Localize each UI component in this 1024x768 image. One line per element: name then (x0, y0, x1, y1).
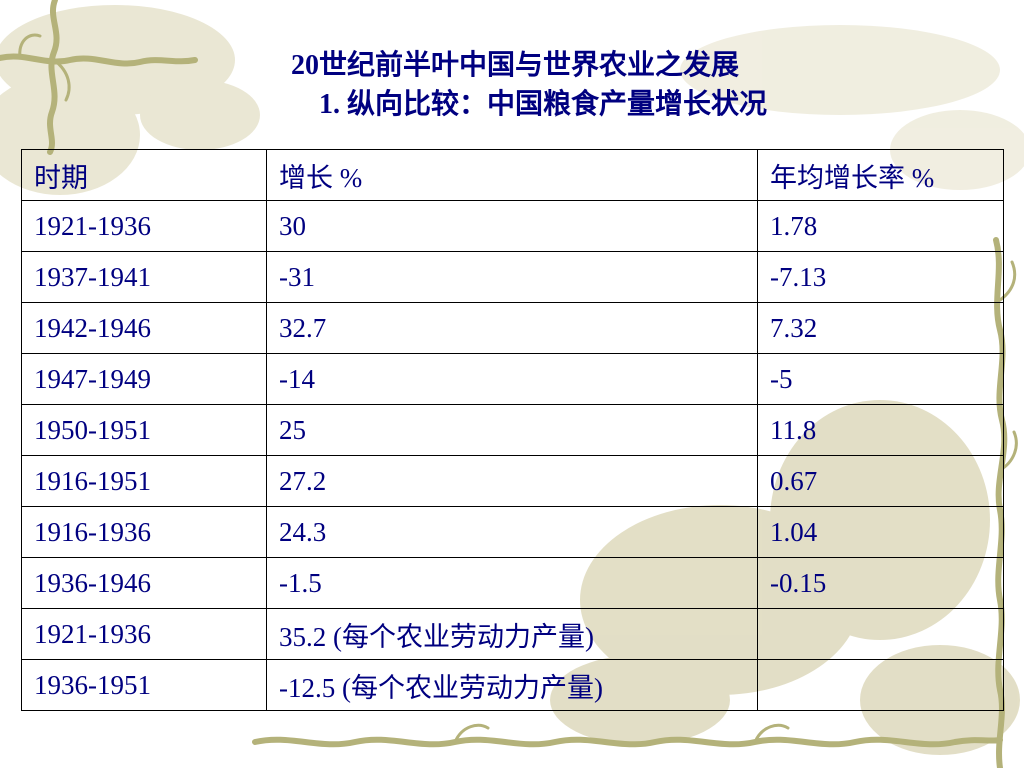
cell-period: 1937-1941 (21, 251, 267, 303)
table-row: 1921-1936 35.2 (每个农业劳动力产量) (21, 608, 1004, 660)
table-row: 1936-1946 -1.5 -0.15 (21, 557, 1004, 609)
cell-annual-rate: 1.78 (757, 200, 1004, 252)
table-row: 1921-1936 30 1.78 (21, 200, 1004, 252)
table-row: 1916-1936 24.3 1.04 (21, 506, 1004, 558)
cell-growth: 30 (266, 200, 758, 252)
cell-annual-rate: 11.8 (757, 404, 1004, 456)
cell-growth: 35.2 (每个农业劳动力产量) (266, 608, 758, 660)
slide-title: 20世纪前半叶中国与世界农业之发展 (290, 50, 739, 81)
cell-annual-rate: 7.32 (757, 302, 1004, 354)
slide-subtitle: 1. 纵向比较：中国粮食产量增长状况 (318, 89, 767, 120)
cell-annual-rate: 1.04 (757, 506, 1004, 558)
cell-growth: -12.5 (每个农业劳动力产量) (266, 659, 758, 711)
table-row: 1916-1951 27.2 0.67 (21, 455, 1004, 507)
cell-growth: -14 (266, 353, 758, 405)
vine-bottom (252, 723, 1003, 748)
cell-annual-rate (757, 608, 1004, 660)
cell-annual-rate: -7.13 (757, 251, 1004, 303)
cell-growth: 24.3 (266, 506, 758, 558)
cell-growth: 27.2 (266, 455, 758, 507)
cell-period: 1950-1951 (21, 404, 267, 456)
cell-period: 1921-1936 (21, 608, 267, 660)
cell-annual-rate (757, 659, 1004, 711)
table-row: 1942-1946 32.7 7.32 (21, 302, 1004, 354)
grain-output-table: 时期 增长 % 年均增长率 % 1921-1936 30 1.78 1937-1… (21, 149, 1004, 711)
header-annual-rate: 年均增长率 % (757, 149, 1004, 201)
header-growth: 增长 % (266, 149, 758, 201)
table-row: 1950-1951 25 11.8 (21, 404, 1004, 456)
vine-top-left (0, 0, 198, 155)
cell-period: 1916-1936 (21, 506, 267, 558)
cell-period: 1921-1936 (21, 200, 267, 252)
cell-growth: 32.7 (266, 302, 758, 354)
table-row: 1936-1951 -12.5 (每个农业劳动力产量) (21, 659, 1004, 711)
header-period: 时期 (21, 149, 267, 201)
cell-period: 1916-1951 (21, 455, 267, 507)
cell-annual-rate: -0.15 (757, 557, 1004, 609)
table-row: 1947-1949 -14 -5 (21, 353, 1004, 405)
table-header-row: 时期 增长 % 年均增长率 % (21, 149, 1004, 201)
cell-period: 1936-1946 (21, 557, 267, 609)
cell-period: 1942-1946 (21, 302, 267, 354)
table-row: 1937-1941 -31 -7.13 (21, 251, 1004, 303)
cell-annual-rate: 0.67 (757, 455, 1004, 507)
cell-growth: -31 (266, 251, 758, 303)
cell-growth: 25 (266, 404, 758, 456)
cell-period: 1947-1949 (21, 353, 267, 405)
cell-growth: -1.5 (266, 557, 758, 609)
cell-annual-rate: -5 (757, 353, 1004, 405)
cell-period: 1936-1951 (21, 659, 267, 711)
